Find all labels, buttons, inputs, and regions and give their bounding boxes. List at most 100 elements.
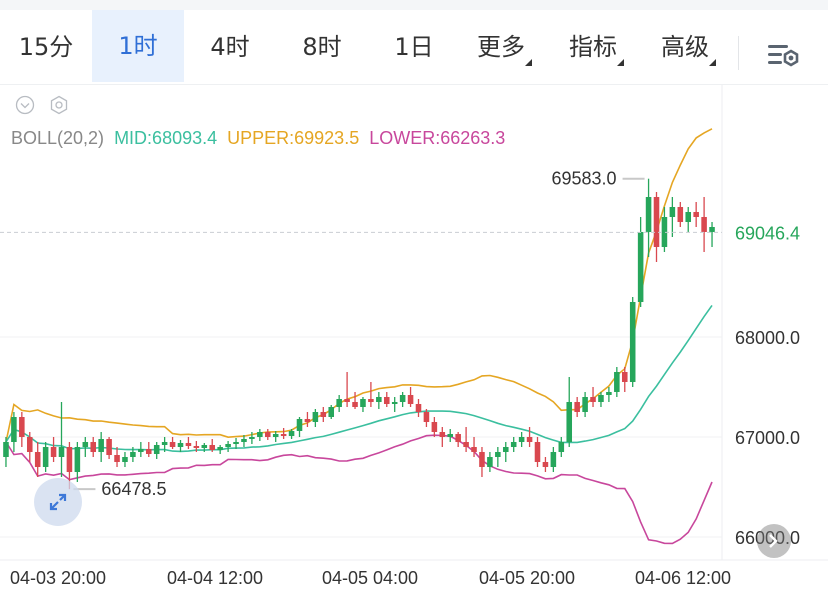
candle-body (407, 395, 414, 404)
candle-body (272, 434, 279, 437)
tab-label: 1日 (394, 33, 434, 61)
candle-body (431, 422, 438, 432)
tab-label: 指标 (569, 33, 617, 61)
candle-body (50, 447, 57, 457)
tab-1d[interactable]: 1日 (368, 22, 460, 82)
candle-body (677, 207, 684, 222)
candle-body (225, 444, 231, 447)
chart-labels: 66000.067000.068000.069046.469583.066478… (0, 169, 800, 588)
candle-body (90, 442, 97, 452)
dropdown-triangle-icon (525, 59, 532, 66)
candle-body (257, 432, 263, 437)
candle-body (193, 446, 200, 448)
candle-body (42, 447, 49, 467)
tab-label: 高级 (661, 33, 709, 61)
candle-body (518, 437, 525, 442)
candle-body (383, 397, 390, 404)
candle-body (542, 462, 549, 467)
tab-label: 15分 (18, 33, 74, 61)
candle-body (82, 442, 89, 447)
candle-body (653, 197, 660, 247)
candle-body (391, 402, 398, 404)
candle-body (479, 452, 485, 467)
max-price-label: 69583.0 (551, 169, 616, 189)
candle-body (320, 412, 327, 417)
candle-body (693, 212, 699, 217)
candle-body (621, 372, 628, 382)
x-tick-label: 04-04 12:00 (167, 568, 263, 588)
candle-body (495, 452, 501, 457)
candle-body (439, 432, 446, 437)
candle-body (590, 397, 596, 402)
chevrons-icon (769, 534, 778, 548)
candle-body (502, 447, 509, 452)
boll-bands (5, 128, 713, 545)
candle-body (11, 417, 17, 442)
candle-body (264, 432, 271, 437)
tab-label: 4时 (210, 33, 250, 61)
chart-grid (0, 85, 828, 561)
candle-body (510, 442, 517, 447)
candle-body (153, 445, 160, 454)
candle-body (455, 434, 461, 442)
candle-body (58, 447, 65, 457)
candle-body (169, 442, 176, 447)
min-price-label: 66478.5 (101, 479, 166, 499)
x-tick-label: 04-05 20:00 (479, 568, 575, 588)
candle-body (138, 449, 144, 452)
candle-body (185, 443, 192, 446)
candle-body (74, 447, 81, 472)
candle-body (534, 442, 541, 462)
candle-body (606, 392, 612, 395)
candle-body (114, 455, 120, 462)
boll-lower-value: LOWER:66263.3 (369, 128, 506, 148)
collapse-chevron-icon[interactable] (15, 95, 35, 115)
timeframe-tab-bar: 15分 1时 4时 8时 1日 更多 指标 高级 (0, 10, 828, 85)
tab-more[interactable]: 更多 (474, 22, 532, 82)
candle-body (106, 439, 112, 455)
candle-body (447, 434, 454, 437)
candle-body (685, 212, 692, 222)
candle-body (344, 399, 350, 402)
candle-body (526, 437, 533, 442)
tab-4h[interactable]: 4时 (184, 22, 276, 82)
tab-divider (738, 36, 739, 70)
tab-indicators[interactable]: 指标 (566, 22, 624, 82)
boll-mid-line (5, 304, 713, 453)
boll-upper-line (5, 128, 713, 443)
candle-body (376, 397, 382, 402)
top-strip (0, 0, 828, 10)
candle-body (130, 452, 136, 457)
candlesticks (3, 178, 715, 490)
expand-chart-button[interactable] (34, 478, 82, 526)
tab-8h[interactable]: 8时 (276, 22, 368, 82)
candle-body (241, 439, 247, 442)
dropdown-triangle-icon (709, 59, 716, 66)
tab-label: 更多 (477, 33, 525, 61)
candle-body (471, 447, 477, 452)
dropdown-triangle-icon (617, 59, 624, 66)
candle-body (122, 457, 128, 462)
candle-body (296, 419, 303, 431)
candle-body (352, 402, 358, 407)
last-price-label: 69046.4 (735, 223, 800, 243)
tab-1h[interactable]: 1时 (92, 10, 184, 82)
boll-lower-line (5, 434, 713, 545)
expand-arrows-icon (49, 493, 67, 511)
candle-body (280, 434, 287, 436)
tab-15m[interactable]: 15分 (0, 22, 92, 82)
candle-body (669, 207, 676, 217)
indicator-settings-icon[interactable] (49, 95, 69, 115)
candle-body (360, 399, 366, 407)
y-tick-label: 68000.0 (735, 328, 800, 348)
scroll-to-latest-button[interactable] (757, 524, 791, 558)
candle-body (26, 437, 33, 452)
candle-body (328, 407, 335, 417)
candle-body (558, 442, 565, 452)
candle-body (66, 447, 73, 472)
chart-settings-icon[interactable] (766, 40, 800, 70)
candle-body (399, 395, 406, 402)
tab-label: 1时 (118, 32, 158, 60)
tab-advanced[interactable]: 高级 (658, 22, 716, 82)
